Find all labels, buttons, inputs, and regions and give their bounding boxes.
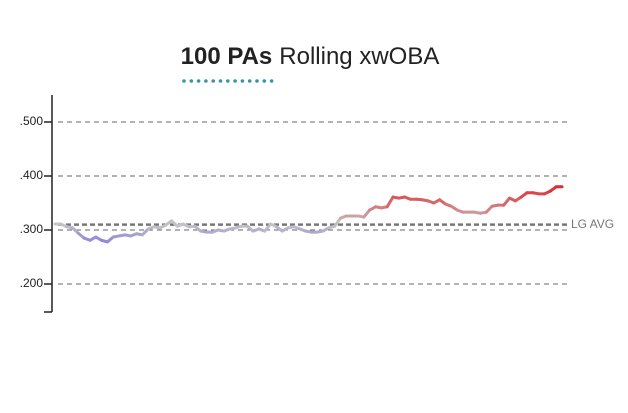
- y-tick-label: .500: [20, 114, 44, 128]
- title-text: Rolling xwOBA: [279, 43, 439, 70]
- title-dot: [240, 79, 245, 83]
- title-dot: [262, 79, 267, 83]
- title-dot: [233, 79, 237, 83]
- title-dot: [226, 79, 230, 83]
- reference-label: LG AVG: [571, 217, 614, 231]
- title-dot: [211, 79, 215, 83]
- title-highlight: 100 PAs: [181, 43, 273, 70]
- title-dot: [204, 79, 208, 83]
- line-segment: [362, 208, 372, 219]
- title-dot: [218, 79, 223, 83]
- title-dot: [247, 79, 252, 83]
- y-tick-label: .300: [20, 222, 44, 236]
- title-dot: [269, 79, 274, 83]
- line-segment: [385, 195, 395, 209]
- line-segment: [263, 222, 273, 233]
- line-segment: [502, 196, 512, 207]
- line-segment: [333, 216, 343, 228]
- title-dot: [182, 79, 186, 83]
- title-dot: [196, 79, 201, 83]
- title-dot: [255, 79, 259, 83]
- y-tick-label: .400: [20, 168, 44, 182]
- title-dot: [189, 79, 194, 83]
- chart-title: 100 PAs Rolling xwOBA: [181, 43, 440, 70]
- y-tick-label: .200: [20, 276, 44, 290]
